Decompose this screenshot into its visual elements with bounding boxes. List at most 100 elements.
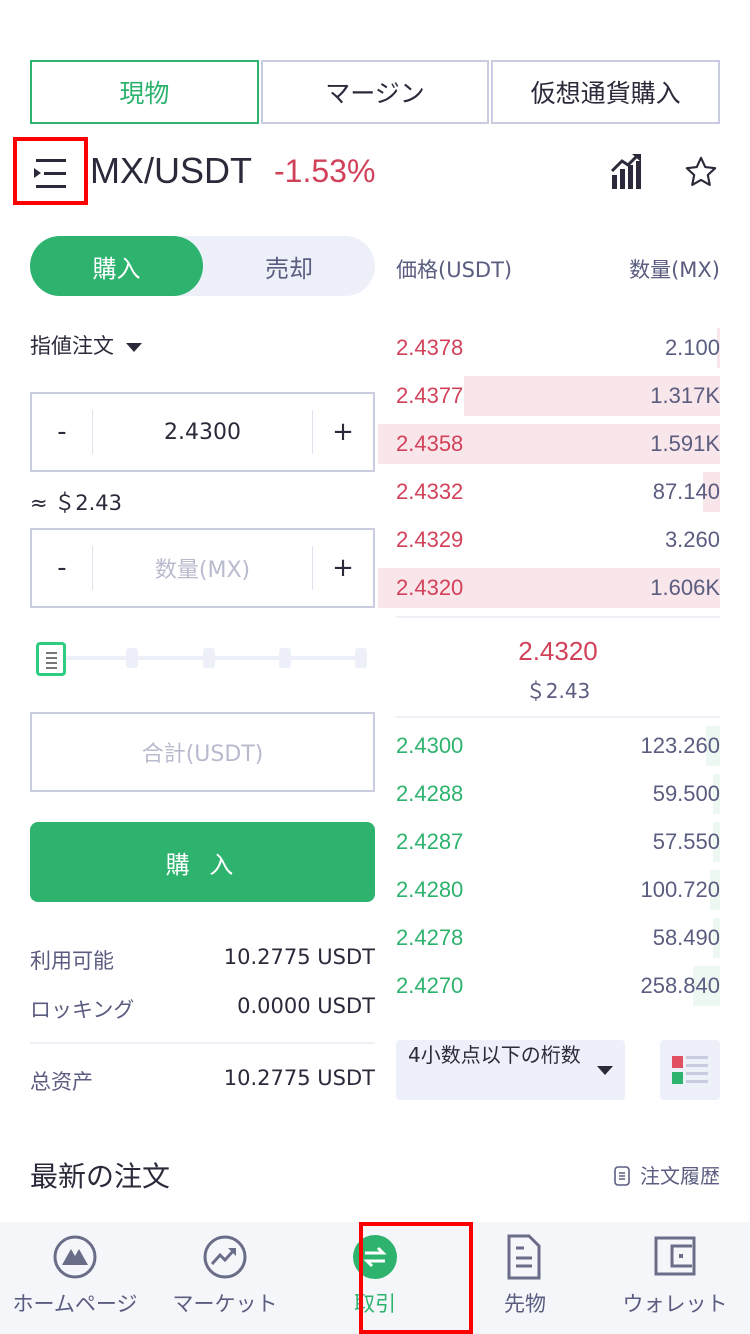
tab-buy-crypto[interactable]: 仮想通貨購入 [491,60,721,124]
market-trend-icon [203,1235,247,1279]
tab-margin[interactable]: マージン [260,60,490,124]
order-price: 2.4287 [396,829,464,854]
book-layout-icon [672,1056,708,1084]
bid-row[interactable]: 2.4280 100.720 [378,866,720,914]
amount-slider[interactable] [34,640,368,676]
order-quantity: 1.591K [650,431,720,456]
recent-orders-title: 最新の注文 [30,1160,171,1193]
depth-bar [378,568,720,608]
bid-orders: 2.4300 123.260 2.4288 59.500 2.4287 57.550 2.4… [378,722,720,1010]
quantity-increase-button[interactable]: + [332,553,354,583]
price-decrease-button[interactable]: - [57,417,67,447]
bid-row[interactable]: 2.4278 58.490 [378,914,720,962]
nav-label: マーケット [172,1292,278,1316]
bid-row[interactable]: 2.4300 123.260 [378,722,720,770]
decimal-precision-dropdown[interactable]: 4小数点以下の桁数 [396,1040,625,1100]
document-icon [614,1166,630,1186]
nav-wallet[interactable]: ウォレット [600,1222,750,1334]
quantity-stepper: - 数量(MX) + [30,528,375,608]
divider [30,1042,375,1044]
order-price: 2.4358 [396,431,464,456]
highlight-box [13,137,88,205]
quantity-input[interactable]: 数量(MX) [92,546,313,590]
price-input[interactable]: 2.4300 [92,410,313,454]
last-price-usd: ＄2.43 [525,679,591,703]
nav-home[interactable]: ホームページ [0,1222,150,1334]
slider-step-100[interactable] [355,648,367,668]
slider-handle[interactable] [36,642,66,676]
star-icon[interactable] [684,155,718,189]
quantity-decrease-button[interactable]: - [57,553,67,583]
ask-row[interactable]: 2.4358 1.591K [378,420,720,468]
nav-label: ホームページ [12,1292,138,1316]
trade-swap-icon [353,1235,397,1279]
home-mountain-icon [53,1235,97,1279]
ask-row[interactable]: 2.4320 1.606K [378,564,720,612]
order-history-link[interactable]: 注文履歴 [614,1160,720,1189]
bid-row[interactable]: 2.4287 57.550 [378,818,720,866]
ask-orders: 2.4378 2.100 2.4377 1.317K 2.4358 1.591K 2.433… [378,324,720,612]
futures-document-icon [507,1234,541,1280]
price-usd-approx: ≈ ＄2.43 [30,491,123,515]
nav-futures[interactable]: 先物 [450,1222,600,1334]
tab-spot[interactable]: 現物 [30,60,259,124]
order-price: 2.4288 [396,781,464,806]
total-assets: 总资产 10.2775 USDT [30,1066,375,1096]
balance-label: 利用可能 [30,949,114,973]
depth-bar [716,328,720,368]
order-price: 2.4320 [396,575,464,600]
buy-tab[interactable]: 購入 [30,236,203,296]
order-quantity: 1.317K [650,383,720,408]
ask-row[interactable]: 2.4378 2.100 [378,324,720,372]
menu-icon[interactable] [30,153,70,193]
chart-icon[interactable] [610,153,642,189]
order-price: 2.4300 [396,733,464,758]
order-price: 2.4377 [396,383,464,408]
balance-value: 0.0000 USDT [237,994,375,1018]
sell-tab[interactable]: 売却 [265,254,313,283]
ask-row[interactable]: 2.4329 3.260 [378,516,720,564]
order-price: 2.4280 [396,877,464,902]
total-input[interactable]: 合計(USDT) [30,712,375,792]
order-type-dropdown[interactable]: 指値注文 [30,330,142,360]
highlight-box [359,1222,473,1334]
slider-step-75[interactable] [279,648,291,668]
ask-row[interactable]: 2.4377 1.317K [378,372,720,420]
book-layout-button[interactable] [660,1040,720,1100]
market-tabs: 現物 マージン 仮想通貨購入 [30,60,721,124]
order-quantity: 58.490 [652,925,720,950]
available-balance: 利用可能 10.2775 USDT [30,945,375,975]
slider-step-50[interactable] [203,648,215,668]
bid-row[interactable]: 2.4270 258.840 [378,962,720,1010]
locked-balance: ロッキング 0.0000 USDT [30,994,375,1024]
depth-bar [713,774,720,814]
order-quantity: 87.140 [652,479,720,504]
depth-bar [702,472,720,512]
depth-bar [713,918,720,958]
ask-row[interactable]: 2.4332 87.140 [378,468,720,516]
balance-value: 10.2775 USDT [223,1066,375,1090]
nav-market[interactable]: マーケット [150,1222,300,1334]
buy-button[interactable]: 購 入 [30,822,375,902]
caret-down-icon [126,342,142,352]
decimal-label: 4小数点以下の桁数 [408,1043,581,1067]
order-price: 2.4270 [396,973,464,998]
bid-row[interactable]: 2.4288 59.500 [378,770,720,818]
depth-bar [463,376,720,416]
depth-bar [706,726,720,766]
depth-bar [709,870,720,910]
caret-down-icon [597,1066,613,1075]
slider-step-25[interactable] [126,648,138,668]
trading-pair[interactable]: MX/USDT [90,150,252,191]
order-quantity: 1.606K [650,575,720,600]
price-increase-button[interactable]: + [332,417,354,447]
balance-label: 总资产 [30,1070,93,1094]
order-quantity: 3.260 [664,527,720,552]
quantity-column-header: 数量(MX) [629,258,720,282]
buy-sell-toggle: 購入 売却 [30,236,375,296]
wallet-icon [654,1236,696,1276]
price-column-header: 価格(USDT) [396,258,513,282]
order-price: 2.4278 [396,925,464,950]
last-price-value: 2.4320 [518,636,598,666]
order-quantity: 59.500 [652,781,720,806]
